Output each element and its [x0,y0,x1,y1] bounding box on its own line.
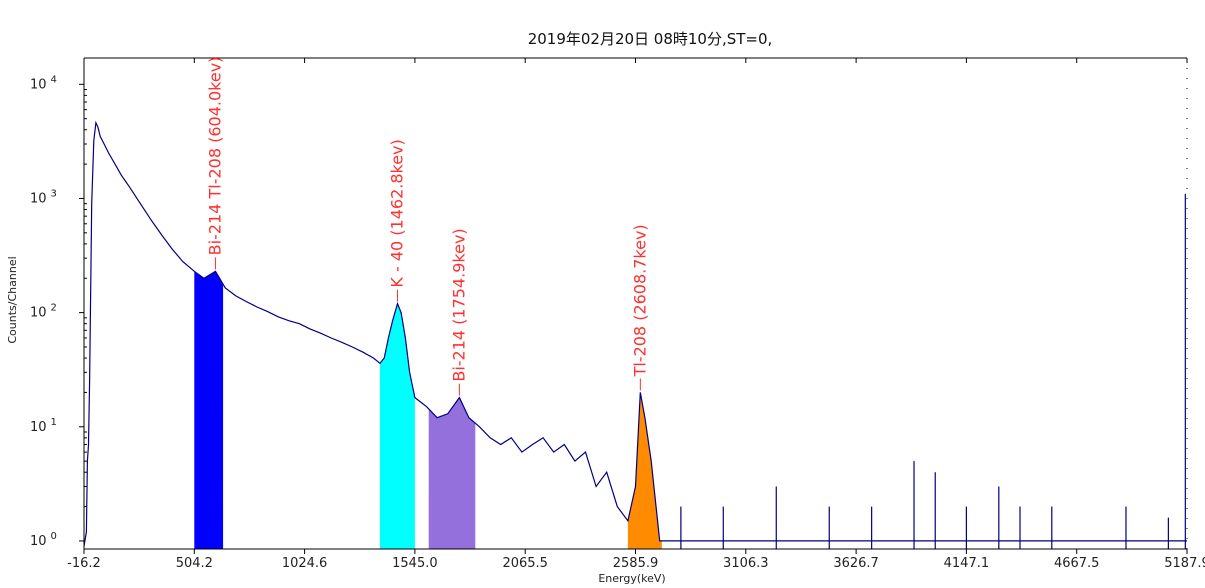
y-tick-label-1: 10 1 [30,417,57,435]
y-tick-label-3: 10 3 [30,188,57,206]
annotation-label-1: K - 40 (1462.8kev) [387,139,406,287]
x-tick-label-1: 504.2 [176,556,213,571]
y-tick-label-0: 10 0 [30,531,57,549]
chart-title: 2019年02月20日 08時10分,ST=0, [528,30,773,48]
x-tick-label-9: 4667.5 [1054,556,1100,571]
y-axis-label: Counts/Channel [6,256,19,343]
axes-layer: -16.2 504.2 1024.6 1545.0 2065.5 2585.9 3106.3… [30,57,1205,571]
annotation-label-2: Bi-214 (1754.9kev) [449,228,468,381]
x-tick-label-4: 2065.5 [502,556,548,571]
peak-region-3 [627,392,662,549]
x-tick-label-3: 1545.0 [392,556,438,571]
y-tick-label-2: 10 2 [30,303,57,321]
peak-region-1 [379,303,415,549]
x-tick-label-5: 2585.9 [613,556,659,571]
spectrum-line [83,120,1187,547]
x-tick-label-8: 4147.1 [944,556,990,571]
x-tick-label-0: -16.2 [67,556,101,571]
x-tick-label-7: 3626.7 [833,556,879,571]
peak-region-0 [194,271,224,549]
y-tick-label-4: 10 4 [30,74,57,92]
annotation-layer: Bi-214 Tl-208 (604.0kev) K - 40 (1462.8ke… [205,57,649,396]
plot-layer [83,120,1187,549]
x-tick-label-2: 1024.6 [282,556,328,571]
annotation-label-0: Bi-214 Tl-208 (604.0kev) [205,57,224,256]
x-axis-label: Energy(keV) [598,572,665,585]
peak-region-2 [428,398,476,549]
annotation-label-3: Tl-208 (2608.7kev) [630,224,649,377]
x-tick-label-6: 3106.3 [723,556,769,571]
x-tick-label-10: 5187.9 [1164,556,1205,571]
